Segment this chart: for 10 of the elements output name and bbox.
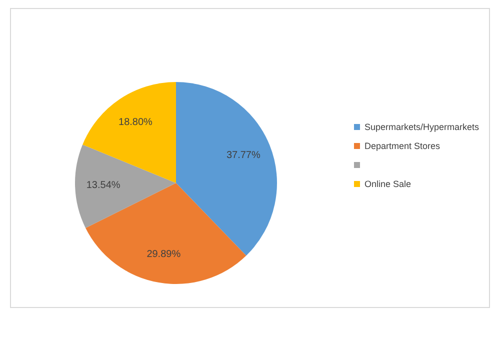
data-label: 37.77% xyxy=(226,150,260,162)
data-label: 29.89% xyxy=(146,249,181,260)
data-label: 18.80% xyxy=(118,117,153,128)
legend-label: Online Sale xyxy=(364,179,411,189)
data-label: 13.54% xyxy=(86,180,120,192)
pie-slice xyxy=(82,82,176,183)
legend-label: Department Stores xyxy=(364,141,440,151)
pie-slice xyxy=(86,183,246,284)
pie-slice xyxy=(75,144,176,228)
legend-label: Supermarkets/Hypermarkets xyxy=(364,122,479,132)
